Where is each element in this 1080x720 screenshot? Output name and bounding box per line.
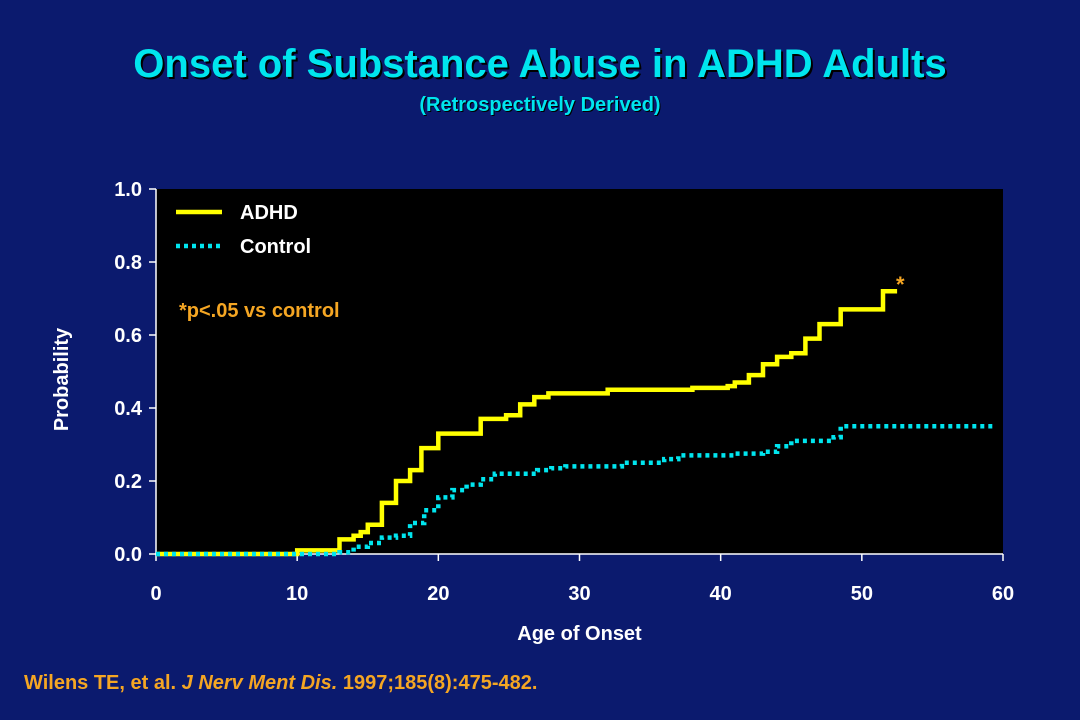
citation-details: 1997;185(8):475-482. — [342, 672, 538, 694]
legend-label-adhd: ADHD — [240, 202, 298, 224]
y-tick-label: 1.0 — [114, 179, 142, 201]
significance-marker: * — [896, 272, 905, 297]
y-tick-label: 0.8 — [114, 252, 142, 274]
y-tick-label: 0.2 — [114, 471, 142, 493]
series-line-control — [156, 424, 996, 557]
x-tick-label: 0 — [150, 583, 161, 605]
citation-authors: Wilens TE, et al. — [24, 672, 177, 694]
x-tick-label: 10 — [286, 583, 308, 605]
chart-title: Onset of Substance Abuse in ADHD Adults — [133, 42, 947, 86]
y-tick-label: 0.4 — [114, 398, 143, 420]
x-tick-label: 30 — [568, 583, 590, 605]
x-axis-label: Age of Onset — [517, 623, 642, 645]
significance-annotation: *p<.05 vs control — [179, 300, 340, 322]
x-tick-label: 40 — [710, 583, 732, 605]
y-axis-label: Probability — [51, 327, 73, 431]
chart-subtitle: (Retrospectively Derived) — [419, 94, 661, 116]
plot-area — [156, 189, 1003, 554]
y-tick-label: 0.0 — [114, 544, 142, 566]
citation: Wilens TE, et al. J Nerv Ment Dis. 1997;… — [24, 672, 537, 695]
citation-journal: J Nerv Ment Dis. — [181, 672, 338, 694]
x-tick-label: 60 — [992, 583, 1014, 605]
y-tick-label: 0.6 — [114, 325, 142, 347]
legend-label-control: Control — [240, 236, 311, 258]
x-tick-label: 50 — [851, 583, 873, 605]
x-tick-label: 20 — [427, 583, 449, 605]
series-line-adhd — [156, 288, 898, 557]
